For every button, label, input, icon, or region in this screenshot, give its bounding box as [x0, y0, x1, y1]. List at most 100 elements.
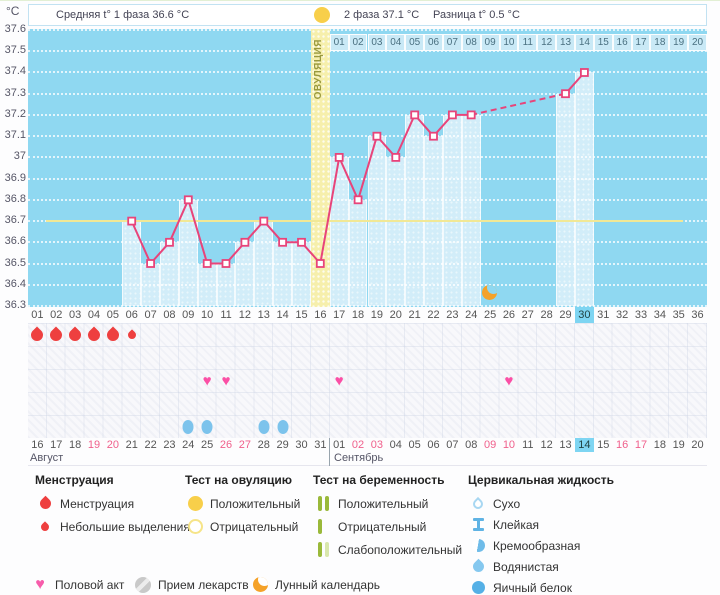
cycle-day-cell[interactable]: 01	[31, 309, 44, 321]
date-cell[interactable]: 18	[69, 439, 82, 451]
cycle-day-cell[interactable]: 08	[163, 309, 176, 321]
cycle-day-cell[interactable]: 02	[50, 309, 63, 321]
date-cell[interactable]: 22	[144, 439, 157, 451]
temp-column-day-15[interactable]	[292, 242, 311, 306]
date-cell[interactable]: 23	[163, 439, 176, 451]
cycle-day-cell[interactable]: 35	[672, 309, 685, 321]
dpo-cell: 19	[669, 34, 689, 51]
drop-red-small-icon	[39, 520, 51, 533]
date-cell[interactable]: 16	[615, 439, 629, 451]
legend-item: Менструация	[35, 495, 190, 512]
date-cell[interactable]: 17	[50, 439, 63, 451]
date-cell[interactable]: 14	[574, 438, 594, 452]
cycle-day-cell[interactable]: 26	[502, 309, 516, 321]
cycle-day-cell[interactable]: 18	[351, 309, 365, 321]
temp-column-day-30[interactable]	[574, 72, 594, 306]
legend-item-label: Прием лекарств	[158, 578, 249, 592]
date-cell[interactable]: 02	[351, 439, 365, 451]
month-row: Август Сентябрь	[28, 438, 707, 466]
moon-marker-icon	[482, 285, 498, 300]
cycle-day-cell[interactable]: 21	[408, 309, 421, 321]
intercourse-heart-icon: ♥	[221, 372, 231, 389]
cycle-day-cell[interactable]: 04	[87, 309, 101, 321]
cycle-day-cell[interactable]: 15	[295, 309, 308, 321]
cycle-day-cell[interactable]: 13	[257, 309, 270, 321]
cycle-day-cell[interactable]: 27	[521, 309, 534, 321]
temp-column-day-8[interactable]	[160, 242, 179, 306]
cycle-day-cell[interactable]: 14	[276, 309, 289, 321]
cycle-day-cell[interactable]: 34	[653, 309, 666, 321]
cycle-day-cell[interactable]: 30	[574, 307, 594, 323]
cycle-day-cell[interactable]: 10	[201, 309, 214, 321]
date-cell[interactable]: 03	[370, 439, 384, 451]
date-cell[interactable]: 24	[182, 439, 195, 451]
cycle-day-cell[interactable]: 22	[427, 309, 440, 321]
legend-icon-box	[185, 496, 205, 511]
menstruation-drop-icon	[85, 326, 103, 343]
date-cell[interactable]: 15	[597, 439, 610, 451]
cycle-day-cell[interactable]: 23	[446, 309, 459, 321]
date-cell[interactable]: 01	[333, 439, 346, 451]
cycle-day-cell[interactable]: 25	[483, 309, 497, 321]
temp-column-day-24[interactable]	[461, 114, 481, 306]
cycle-day-cell[interactable]: 20	[389, 309, 402, 321]
cycle-day-cell[interactable]: 07	[144, 309, 157, 321]
date-cell[interactable]: 29	[276, 439, 289, 451]
circle-filled-icon	[187, 496, 203, 511]
date-cell[interactable]: 05	[408, 439, 421, 451]
date-cell[interactable]: 31	[314, 439, 327, 451]
cycle-day-cell[interactable]: 33	[634, 309, 648, 321]
cycle-day-cell[interactable]: 03	[69, 309, 82, 321]
date-cell[interactable]: 25	[201, 439, 214, 451]
cycle-day-cell[interactable]: 11	[220, 309, 232, 321]
date-cell[interactable]: 20	[691, 439, 704, 451]
cycle-day-cell[interactable]: 09	[182, 309, 195, 321]
date-cell[interactable]: 04	[389, 439, 402, 451]
cycle-day-cell[interactable]: 31	[597, 309, 610, 321]
legend-item-label: Водянистая	[493, 559, 559, 574]
cycle-day-cell[interactable]: 32	[615, 309, 629, 321]
temp-column-day-9[interactable]	[178, 199, 198, 306]
date-cell[interactable]: 08	[465, 439, 478, 451]
date-cell[interactable]: 18	[653, 439, 666, 451]
date-cell[interactable]: 12	[540, 439, 553, 451]
temp-column-day-14[interactable]	[273, 242, 293, 306]
legend-item-label: Половой акт	[55, 577, 125, 592]
date-cell[interactable]: 10	[502, 439, 516, 451]
date-cell[interactable]: 21	[125, 439, 138, 451]
date-cell[interactable]: 11	[522, 439, 534, 451]
date-cell[interactable]: 30	[295, 439, 308, 451]
menstruation-drop-icon	[47, 326, 65, 343]
spotting-drop-icon	[126, 328, 138, 341]
cycle-day-cell[interactable]: 36	[691, 309, 704, 321]
date-cell[interactable]: 19	[87, 439, 101, 451]
date-cell[interactable]: 26	[219, 439, 233, 451]
date-cell[interactable]: 27	[238, 439, 252, 451]
date-cell[interactable]: 19	[672, 439, 685, 451]
temp-column-day-12[interactable]	[235, 242, 255, 306]
date-cell[interactable]: 20	[106, 439, 119, 451]
temp-column-day-18[interactable]	[348, 199, 368, 306]
date-cell[interactable]: 17	[634, 439, 648, 451]
cycle-day-cell[interactable]: 17	[333, 309, 346, 321]
date-cell[interactable]: 16	[31, 439, 44, 451]
date-cell[interactable]: 28	[257, 439, 270, 451]
cycle-day-cell[interactable]: 19	[370, 309, 384, 321]
drop-solid-icon	[471, 581, 485, 594]
y-axis-tick: 36.8	[4, 192, 26, 205]
y-gridline	[28, 262, 707, 265]
cycle-day-cell[interactable]: 29	[559, 309, 572, 321]
cycle-day-cell[interactable]: 16	[314, 309, 327, 321]
pill-icon	[135, 577, 151, 593]
cycle-day-cell[interactable]: 06	[125, 309, 138, 321]
temp-column-day-21[interactable]	[405, 114, 425, 306]
date-cell[interactable]: 09	[483, 439, 497, 451]
cycle-day-cell[interactable]: 28	[540, 309, 553, 321]
cycle-day-cell[interactable]: 12	[238, 309, 252, 321]
date-cell[interactable]: 06	[427, 439, 440, 451]
date-cell[interactable]: 13	[559, 439, 572, 451]
cycle-day-cell[interactable]: 05	[106, 309, 119, 321]
cycle-day-cell[interactable]: 24	[465, 309, 478, 321]
date-cell[interactable]: 07	[446, 439, 459, 451]
temp-column-day-23[interactable]	[442, 114, 462, 306]
